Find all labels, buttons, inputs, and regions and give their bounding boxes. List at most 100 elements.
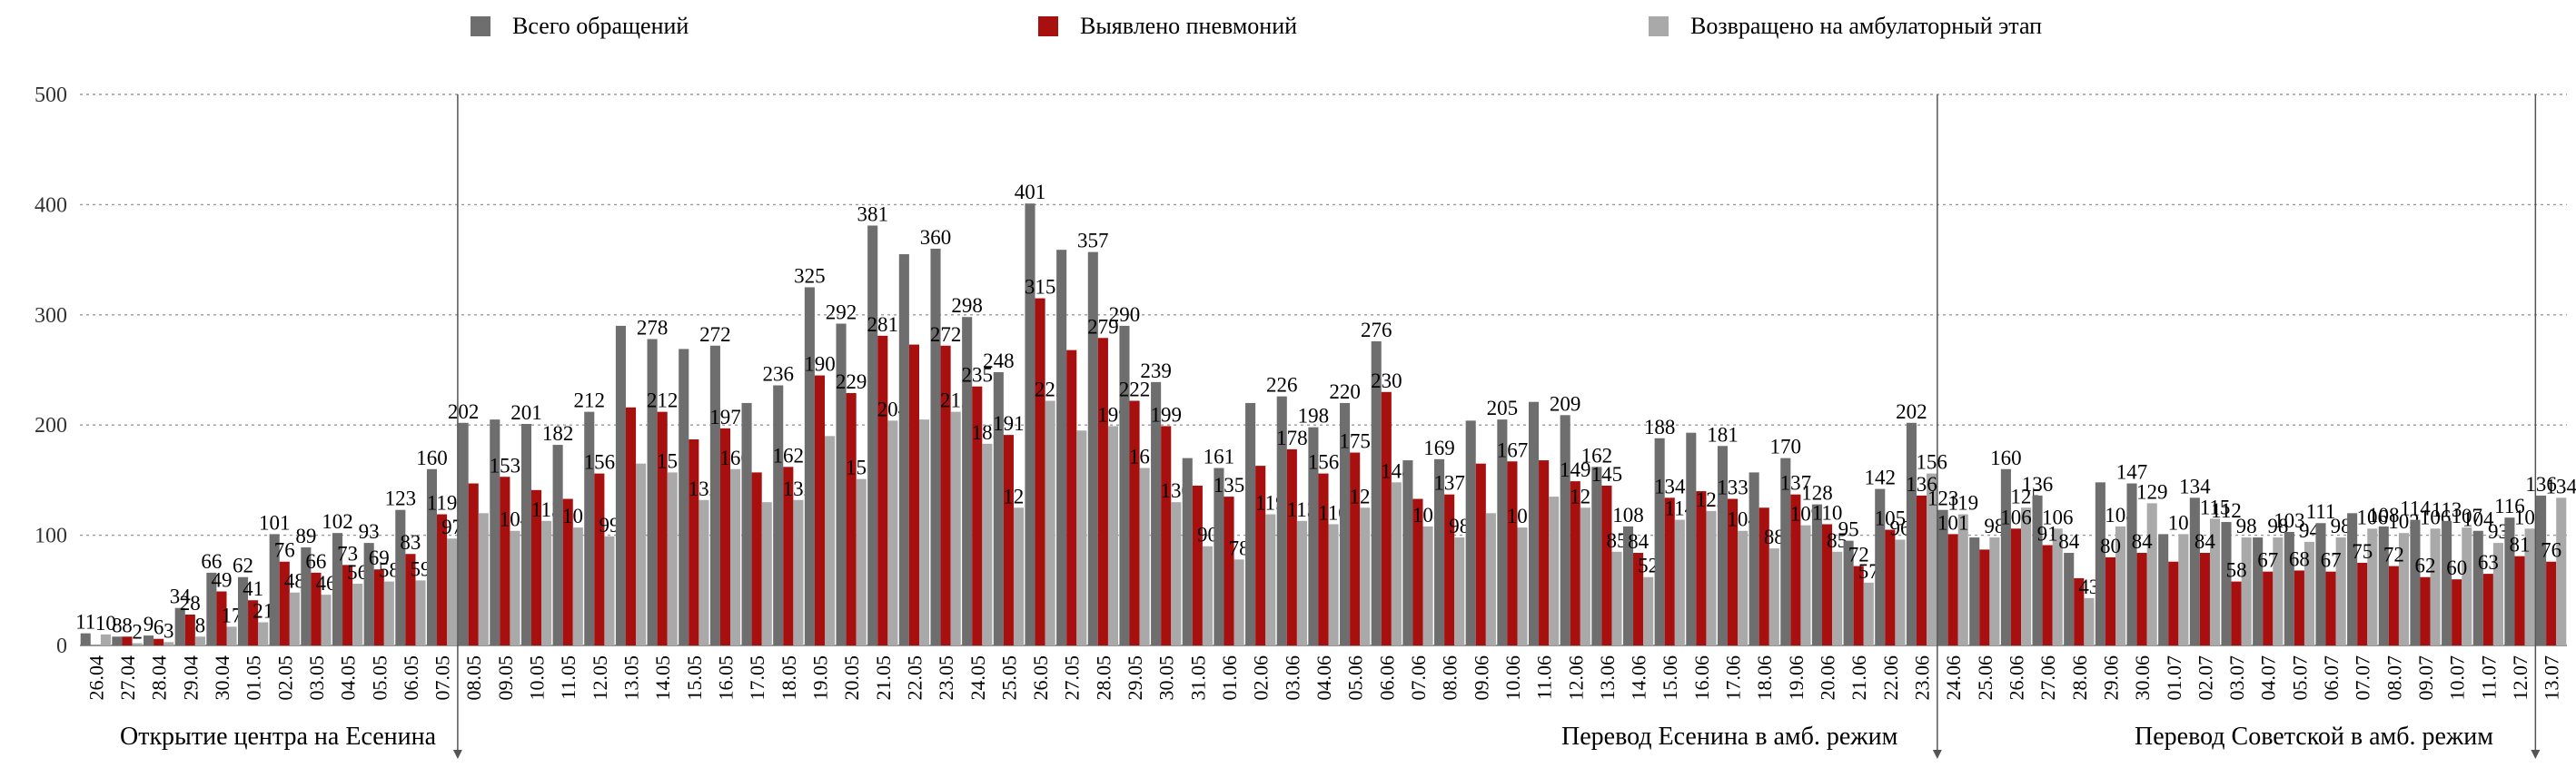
data-label-total: 290	[1109, 303, 1141, 326]
x-tick-label: 18.06	[1753, 655, 1776, 701]
x-tick-label: 24.06	[1942, 655, 1965, 701]
data-label-outpatient: 129	[2136, 480, 2168, 503]
data-label-pneumonia: 137	[1780, 472, 1812, 495]
bar-pneumonia	[1601, 485, 1612, 645]
data-label-outpatient: 90	[1197, 524, 1218, 546]
data-label-outpatient: 43	[2078, 576, 2099, 598]
bar-outpatient	[383, 581, 394, 645]
bar-outpatient	[1485, 513, 1496, 645]
bar-total	[804, 287, 815, 645]
bar-pneumonia	[530, 489, 542, 645]
bar-pneumonia	[437, 514, 448, 645]
data-label-total: 142	[1865, 467, 1897, 489]
bar-outpatient	[2430, 528, 2441, 645]
x-tick-label: 21.06	[1848, 655, 1870, 701]
bar-outpatient	[132, 643, 143, 645]
x-tick-label: 08.07	[2383, 655, 2405, 701]
bar-pneumonia	[468, 483, 479, 645]
data-label-pneumonia: 279	[1087, 315, 1119, 338]
bar-pneumonia	[972, 386, 983, 645]
bar-pneumonia	[877, 335, 888, 645]
bar-pneumonia	[1728, 498, 1739, 645]
x-tick-label: 20.05	[840, 655, 863, 701]
bar-pneumonia	[1350, 452, 1361, 645]
bar-pneumonia	[1192, 485, 1203, 645]
bar-outpatient	[1076, 430, 1087, 645]
data-label-outpatient: 134	[2546, 475, 2576, 497]
legend-item-outpatient: Возвращено на амбулаторный этап	[1649, 13, 2042, 40]
data-label-total: 134	[2179, 475, 2211, 497]
bar-total	[237, 576, 249, 645]
bar-total	[2504, 517, 2515, 645]
data-label-pneumonia: 105	[1875, 507, 1907, 530]
data-label-total: 147	[2116, 461, 2148, 484]
data-label-outpatient: 2	[132, 621, 143, 644]
x-tick-label: 22.05	[903, 655, 926, 701]
bar-outpatient	[1895, 539, 1906, 645]
data-label-total: 136	[2022, 473, 2054, 496]
x-tick-label: 20.06	[1817, 655, 1839, 701]
bar-outpatient	[1328, 524, 1339, 645]
data-label-pneumonia: 28	[180, 592, 201, 615]
x-tick-label: 19.06	[1785, 655, 1808, 701]
bar-total	[1087, 251, 1098, 645]
x-tick-label: 10.05	[526, 655, 549, 701]
bar-outpatient	[258, 622, 269, 645]
annotation-opening: Открытие центра на Есенина	[120, 723, 437, 751]
data-label-total: 401	[1015, 181, 1046, 203]
x-tick-label: 28.05	[1092, 655, 1115, 701]
bar-outpatient	[2492, 543, 2503, 645]
x-tick-label: 23.05	[935, 655, 957, 701]
bar-outpatient	[2052, 528, 2063, 645]
bar-pneumonia	[625, 407, 637, 645]
data-label-outpatient: 58	[379, 559, 400, 582]
x-tick-label: 16.06	[1690, 655, 1713, 701]
bar-outpatient	[730, 468, 741, 645]
bar-total	[1465, 420, 1476, 645]
bar-outpatient	[604, 536, 615, 645]
bar-total	[1937, 509, 1948, 645]
bar-outpatient	[1202, 546, 1214, 645]
bar-outpatient	[2209, 518, 2221, 645]
x-tick-label: 24.05	[966, 655, 989, 701]
bar-outpatient	[447, 538, 458, 645]
x-tick-label: 02.07	[2194, 655, 2216, 701]
bar-pneumonia	[2105, 556, 2116, 645]
bar-pneumonia	[1947, 534, 1958, 645]
data-label-total: 198	[1298, 405, 1330, 428]
data-label-total: 298	[951, 294, 983, 317]
bar-total	[584, 411, 595, 645]
x-tick-label: 27.06	[2036, 655, 2059, 701]
bar-total	[615, 325, 626, 645]
data-label-total: 101	[259, 511, 291, 534]
data-label-total: 357	[1077, 230, 1109, 252]
x-tick-label: 16.05	[714, 655, 737, 701]
data-label-outpatient: 98	[1449, 515, 1470, 537]
bar-pneumonia	[342, 565, 353, 645]
data-label-pneumonia: 230	[1371, 369, 1402, 392]
data-label-pneumonia: 72	[2383, 544, 2404, 566]
bar-outpatient	[2084, 597, 2095, 645]
x-tick-label: 25.06	[1974, 655, 1996, 701]
bar-outpatient	[1643, 576, 1654, 645]
data-label-pneumonia: 62	[2415, 555, 2436, 577]
data-label-outpatient: 94	[2299, 519, 2321, 542]
data-label-outpatient: 57	[1858, 560, 1879, 583]
bar-total	[679, 349, 689, 645]
data-label-total: 103	[2274, 509, 2305, 532]
bar-outpatient	[1296, 520, 1307, 645]
x-tick-label: 09.06	[1470, 655, 1492, 701]
data-label-pneumonia: 162	[773, 444, 805, 467]
bar-pneumonia	[751, 472, 762, 645]
data-label-total: 93	[359, 520, 380, 543]
data-label-total: 162	[1581, 444, 1613, 467]
x-tick-label: 23.06	[1911, 655, 1934, 701]
y-tick-label: 100	[35, 525, 67, 548]
bar-pneumonia	[2010, 528, 2022, 645]
bar-total	[962, 317, 973, 645]
bar-total	[1340, 402, 1351, 645]
bar-total	[363, 543, 374, 645]
bar-total	[332, 533, 343, 645]
bar-outpatient	[321, 595, 332, 645]
bar-pneumonia	[1696, 491, 1707, 645]
